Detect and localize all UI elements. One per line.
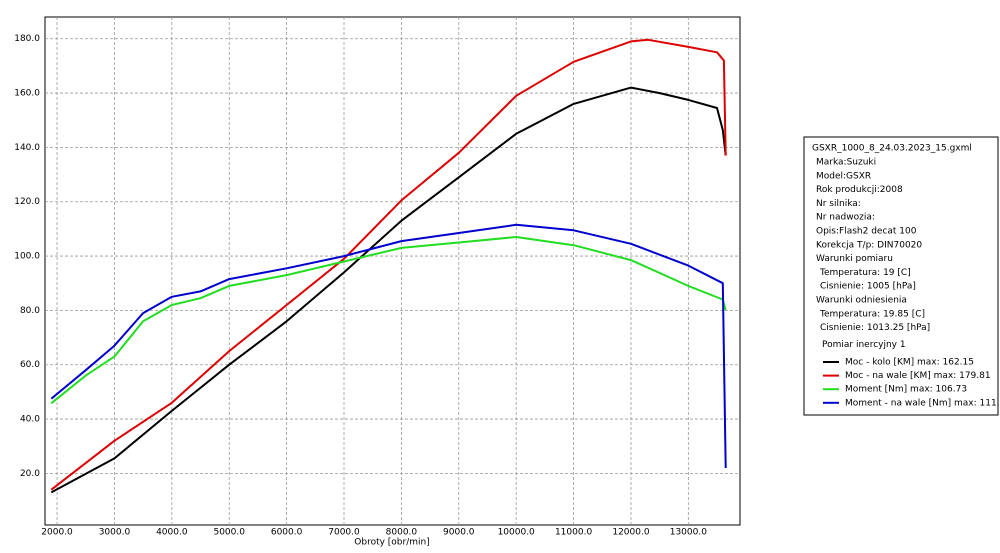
info-line: Model:GSXR bbox=[816, 171, 871, 181]
info-line: Temperatura: 19 [C] bbox=[819, 268, 911, 278]
plot-frame bbox=[44, 16, 741, 526]
info-title: GSXR_1000_8_24.03.2023_15.gxml bbox=[812, 144, 972, 154]
info-line: Temperatura: 19.85 [C] bbox=[819, 309, 925, 319]
legend-label: Moc - na wale [KM] max: 179.81 bbox=[845, 371, 991, 381]
x-tick-label: 6000.0 bbox=[271, 528, 303, 538]
y-tick-label: 60.0 bbox=[20, 360, 40, 370]
info-box bbox=[803, 136, 999, 416]
info-line: Warunki odniesienia bbox=[816, 296, 907, 306]
info-line: Nr silnika: bbox=[816, 199, 861, 209]
info-line: Cisnienie: 1013.25 [hPa] bbox=[820, 323, 930, 333]
y-tick-label: 80.0 bbox=[20, 306, 40, 316]
x-tick-label: 7000.0 bbox=[328, 528, 360, 538]
info-line: Cisnienie: 1005 [hPa] bbox=[820, 282, 916, 292]
x-tick-label: 9000.0 bbox=[443, 528, 475, 538]
y-tick-label: 20.0 bbox=[20, 469, 40, 479]
x-tick-label: 8000.0 bbox=[386, 528, 418, 538]
info-line: Pomiar inercyjny 1 bbox=[822, 340, 906, 350]
series-line bbox=[50, 38, 727, 491]
info-line: Marka:Suzuki bbox=[816, 158, 876, 168]
x-tick-label: 13000.0 bbox=[670, 528, 707, 538]
x-tick-label: 11000.0 bbox=[555, 528, 592, 538]
legend-label: Moment [Nm] max: 106.73 bbox=[845, 385, 967, 395]
info-line: Korekcja T/p: DIN70020 bbox=[816, 240, 922, 250]
series-line bbox=[50, 86, 727, 494]
x-tick-label: 2000.0 bbox=[41, 528, 73, 538]
y-tick-label: 40.0 bbox=[20, 415, 40, 425]
x-tick-label: 12000.0 bbox=[612, 528, 649, 538]
y-tick-label: 100.0 bbox=[14, 252, 40, 262]
x-tick-label: 10000.0 bbox=[498, 528, 535, 538]
series-line bbox=[50, 236, 727, 405]
info-line: Warunki pomiaru bbox=[816, 254, 893, 264]
x-tick-label: 5000.0 bbox=[213, 528, 245, 538]
y-tick-label: 160.0 bbox=[14, 89, 40, 99]
y-tick-label: 120.0 bbox=[14, 197, 40, 207]
series-line bbox=[50, 223, 727, 469]
info-line: Nr nadwozia: bbox=[816, 213, 875, 223]
y-tick-label: 180.0 bbox=[14, 34, 40, 44]
y-tick-label: 140.0 bbox=[14, 143, 40, 153]
legend-label: Moc - kolo [KM] max: 162.15 bbox=[845, 358, 974, 368]
x-tick-label: 4000.0 bbox=[156, 528, 188, 538]
x-axis-label: Obroty [obr/min] bbox=[354, 538, 429, 548]
x-tick-label: 3000.0 bbox=[99, 528, 131, 538]
info-line: Rok produkcji:2008 bbox=[816, 185, 903, 195]
legend-label: Moment - na wale [Nm] max: 111.66 bbox=[845, 398, 1000, 408]
info-line: Opis:Flash2 decat 100 bbox=[816, 227, 917, 237]
